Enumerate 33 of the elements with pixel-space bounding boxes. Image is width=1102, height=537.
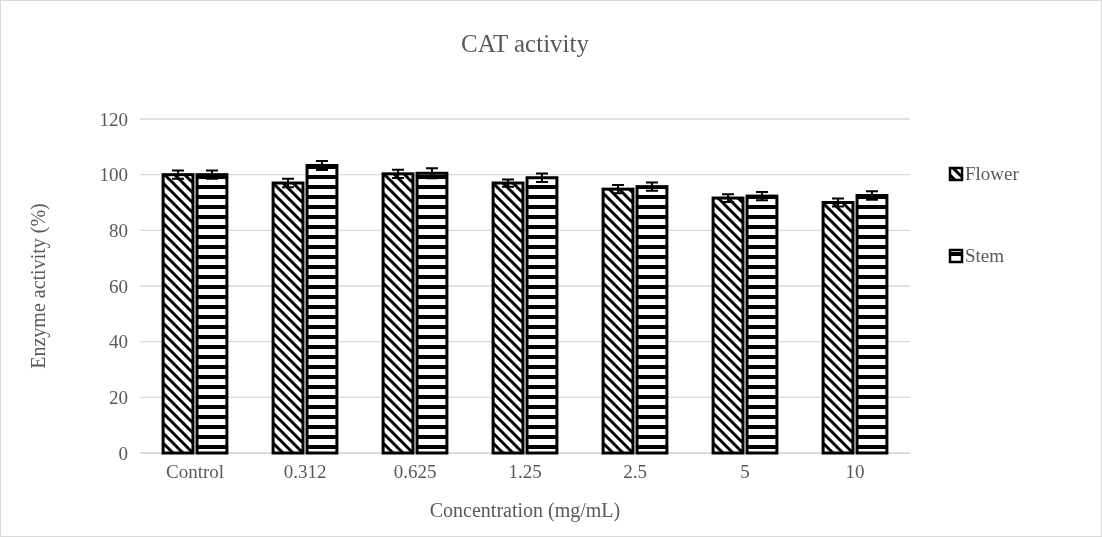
bar [415,171,449,455]
x-tick-label: 0.625 [393,461,437,483]
y-axis-title: Enzyme activity (%) [27,203,50,369]
chart-title: CAT activity [460,30,590,57]
bar [525,176,559,455]
bar [711,196,745,455]
y-tick-label: 100 [99,164,128,186]
x-tick-label: 0.312 [283,461,327,483]
bar [305,163,339,455]
bar [635,185,669,455]
x-tick-label: 10 [845,461,865,483]
y-tick-label: 40 [109,331,128,353]
bar [491,181,525,455]
bar [195,173,229,455]
y-tick-label: 80 [109,219,128,241]
y-tick-label: 20 [109,386,128,408]
bar [601,187,635,455]
y-tick-label: 120 [99,108,128,130]
bar [821,201,855,455]
bar [855,194,889,455]
x-tick-label: 2.5 [623,461,647,483]
x-tick-label: 1.25 [508,461,542,483]
y-tick-label: 60 [109,275,128,297]
bar [381,172,415,455]
y-tick-label: 0 [118,442,128,464]
bar [161,173,195,455]
legend-label: Stem [965,245,1005,266]
x-tick-label: 5 [740,461,750,483]
bar [271,181,305,455]
bar [745,194,779,455]
x-axis-title: Concentration (mg/mL) [429,499,621,522]
legend-label: Flower [965,163,1020,184]
x-tick-label: Control [165,461,225,483]
